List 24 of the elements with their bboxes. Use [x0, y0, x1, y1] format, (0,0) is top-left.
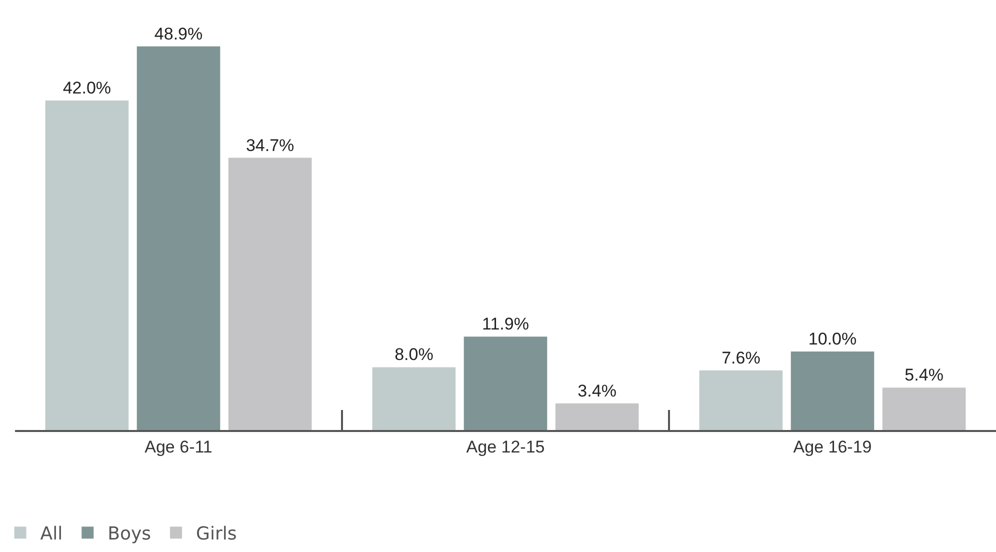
- data-label: 10.0%: [808, 330, 857, 349]
- data-label: 5.4%: [904, 366, 944, 385]
- bar: [555, 403, 639, 430]
- bar: [228, 158, 312, 430]
- data-label: 8.0%: [394, 345, 434, 364]
- data-label: 42.0%: [62, 78, 112, 98]
- legend-label: Boys: [108, 524, 152, 545]
- bar: [464, 336, 548, 430]
- data-label: 48.9%: [154, 24, 203, 44]
- data-label: 7.6%: [722, 348, 760, 368]
- bar: [790, 352, 874, 430]
- x-tick-label: Age 16-19: [793, 437, 872, 456]
- data-label: 3.4%: [578, 381, 616, 400]
- bar: [882, 388, 966, 430]
- bar: [372, 367, 456, 430]
- legend-label: Girls: [196, 524, 237, 545]
- bar: [136, 46, 220, 430]
- data-label: 11.9%: [482, 314, 529, 334]
- bar: [699, 370, 783, 430]
- data-label: 34.7%: [246, 136, 294, 155]
- x-tick-label: Age 12-15: [466, 437, 545, 456]
- x-tick-label: Age 6-11: [144, 437, 212, 456]
- bar: [45, 100, 129, 430]
- legend-label: All: [40, 524, 63, 545]
